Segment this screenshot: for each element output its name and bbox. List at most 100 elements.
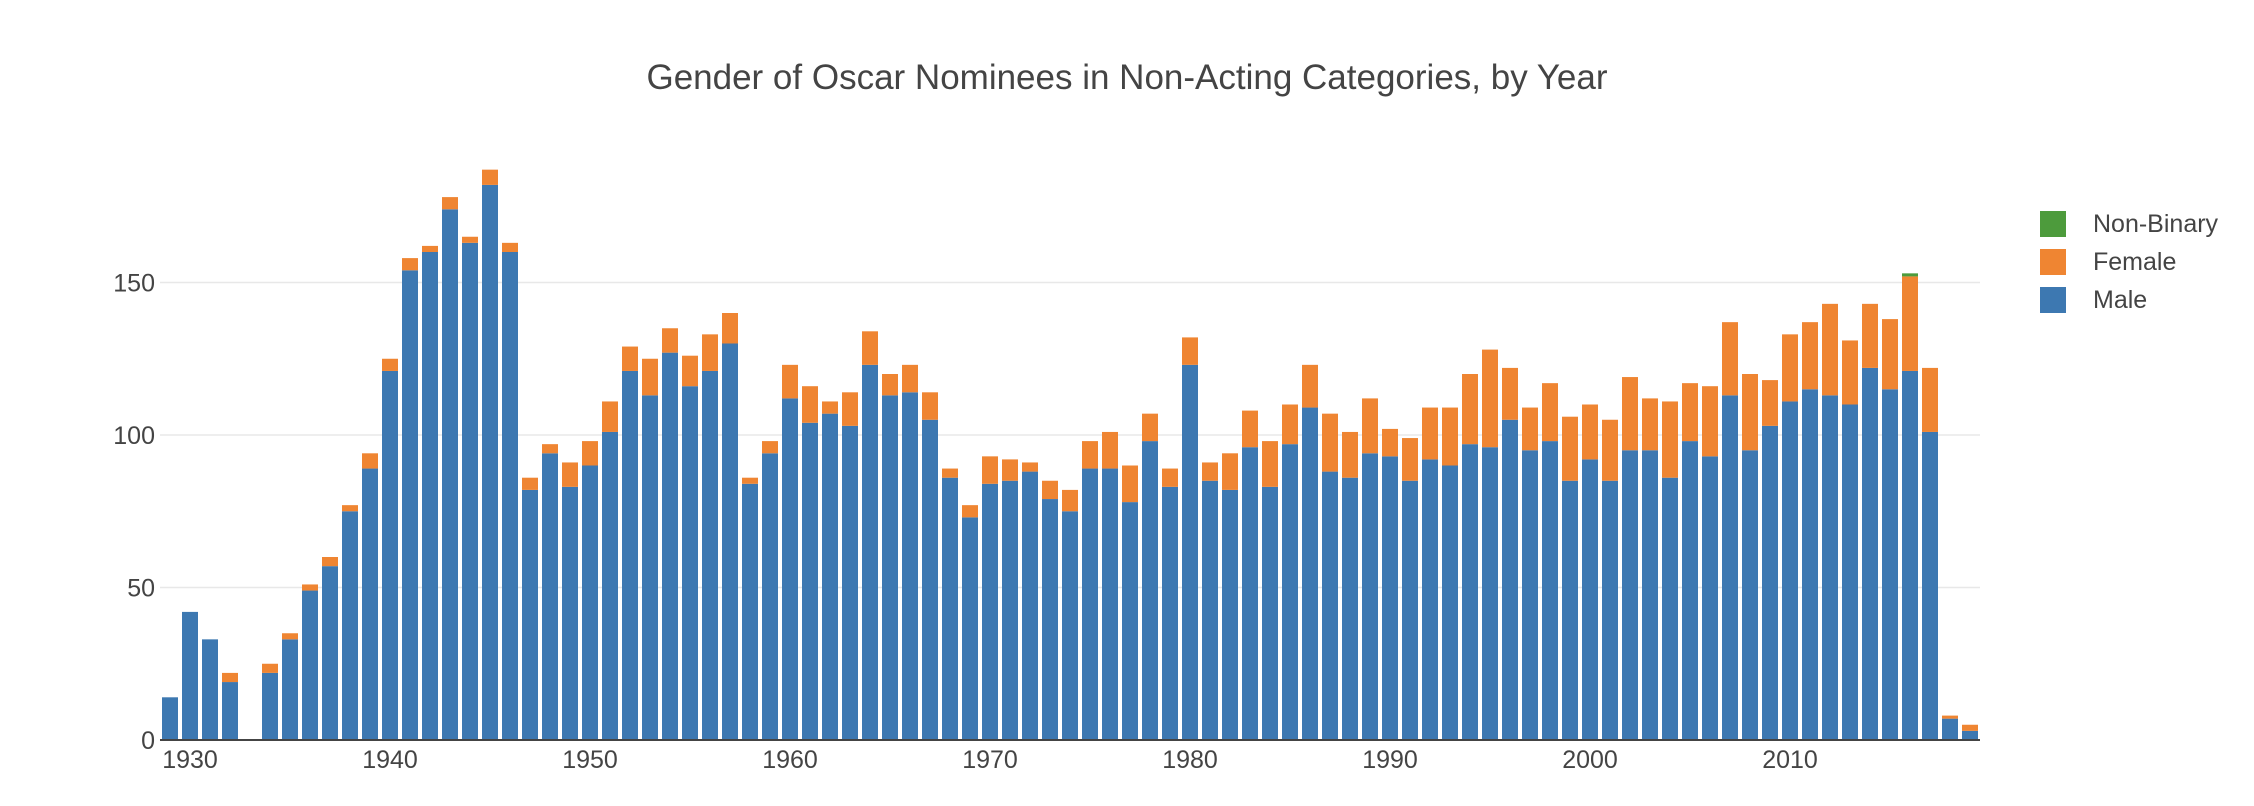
- bar-female-1965[interactable]: [882, 374, 898, 396]
- bar-male-1996[interactable]: [1502, 419, 1518, 740]
- bar-female-1997[interactable]: [1522, 407, 1538, 451]
- bar-female-1940[interactable]: [382, 358, 398, 371]
- bar-female-1994[interactable]: [1462, 374, 1478, 445]
- bar-female-2012[interactable]: [1822, 303, 1838, 396]
- bar-male-1971[interactable]: [1002, 480, 1018, 740]
- bar-female-1979[interactable]: [1162, 468, 1178, 487]
- bar-female-1978[interactable]: [1142, 413, 1158, 442]
- bar-female-1947[interactable]: [522, 477, 538, 490]
- bar-male-1943[interactable]: [442, 209, 458, 741]
- bar-female-2011[interactable]: [1802, 322, 1818, 390]
- bar-male-1929[interactable]: [162, 697, 178, 740]
- bar-male-1973[interactable]: [1042, 499, 1058, 740]
- bar-female-1999[interactable]: [1562, 416, 1578, 481]
- bar-female-1976[interactable]: [1102, 431, 1118, 469]
- bar-male-1993[interactable]: [1442, 465, 1458, 741]
- bar-female-1987[interactable]: [1322, 413, 1338, 472]
- bar-male-1981[interactable]: [1202, 480, 1218, 740]
- bar-male-1992[interactable]: [1422, 459, 1438, 740]
- bar-male-1994[interactable]: [1462, 444, 1478, 740]
- bar-male-1951[interactable]: [602, 431, 618, 740]
- bar-male-2017[interactable]: [1922, 431, 1938, 740]
- bar-female-1963[interactable]: [842, 392, 858, 426]
- bar-non-binary-2016[interactable]: [1902, 273, 1918, 277]
- bar-female-1984[interactable]: [1262, 441, 1278, 487]
- bar-female-1985[interactable]: [1282, 404, 1298, 445]
- bar-male-2012[interactable]: [1822, 395, 1838, 740]
- bar-female-1988[interactable]: [1342, 431, 1358, 478]
- bar-male-1934[interactable]: [262, 672, 278, 740]
- bar-male-1969[interactable]: [962, 517, 978, 740]
- bar-male-1962[interactable]: [822, 413, 838, 740]
- bar-female-1954[interactable]: [662, 328, 678, 353]
- bar-female-1990[interactable]: [1382, 428, 1398, 457]
- bar-male-1983[interactable]: [1242, 447, 1258, 740]
- bar-male-1955[interactable]: [682, 386, 698, 740]
- bar-female-1957[interactable]: [722, 313, 738, 344]
- bar-female-1956[interactable]: [702, 334, 718, 371]
- bar-female-2015[interactable]: [1882, 319, 1898, 390]
- bar-female-1974[interactable]: [1062, 489, 1078, 512]
- bar-male-1975[interactable]: [1082, 468, 1098, 740]
- bar-male-2005[interactable]: [1682, 441, 1698, 740]
- bar-female-1975[interactable]: [1082, 441, 1098, 469]
- bar-female-2000[interactable]: [1582, 404, 1598, 460]
- bar-male-2018[interactable]: [1942, 718, 1958, 740]
- bar-male-1952[interactable]: [622, 370, 638, 740]
- bar-male-1932[interactable]: [222, 682, 238, 740]
- bar-male-2016[interactable]: [1902, 370, 1918, 740]
- bar-female-2006[interactable]: [1702, 386, 1718, 457]
- bar-female-1971[interactable]: [1002, 459, 1018, 481]
- bar-female-2013[interactable]: [1842, 340, 1858, 405]
- bar-female-1932[interactable]: [222, 672, 238, 683]
- bar-male-1978[interactable]: [1142, 441, 1158, 740]
- bar-female-2001[interactable]: [1602, 419, 1618, 481]
- bar-male-1945[interactable]: [482, 184, 498, 740]
- bar-female-1966[interactable]: [902, 364, 918, 393]
- bar-male-1954[interactable]: [662, 352, 678, 740]
- bar-male-2015[interactable]: [1882, 389, 1898, 740]
- bar-female-1944[interactable]: [462, 236, 478, 243]
- bar-female-1948[interactable]: [542, 444, 558, 454]
- bar-male-1966[interactable]: [902, 392, 918, 740]
- bar-female-2007[interactable]: [1722, 322, 1738, 396]
- bar-male-1967[interactable]: [922, 419, 938, 740]
- bar-male-1959[interactable]: [762, 453, 778, 740]
- bar-male-1964[interactable]: [862, 364, 878, 740]
- bar-female-1968[interactable]: [942, 468, 958, 478]
- bar-male-2013[interactable]: [1842, 404, 1858, 741]
- bar-female-1964[interactable]: [862, 331, 878, 365]
- bar-female-1969[interactable]: [962, 505, 978, 518]
- bar-male-1977[interactable]: [1122, 502, 1138, 740]
- bar-male-2014[interactable]: [1862, 367, 1878, 740]
- bar-male-1941[interactable]: [402, 270, 418, 740]
- bar-male-1938[interactable]: [342, 511, 358, 740]
- bar-female-1950[interactable]: [582, 441, 598, 466]
- bar-female-2014[interactable]: [1862, 303, 1878, 368]
- bar-male-1970[interactable]: [982, 483, 998, 740]
- bar-female-1936[interactable]: [302, 584, 318, 591]
- bar-female-1937[interactable]: [322, 557, 338, 567]
- bar-female-1953[interactable]: [642, 358, 658, 396]
- bar-male-1972[interactable]: [1022, 471, 1038, 740]
- bar-male-1947[interactable]: [522, 489, 538, 740]
- bar-male-1982[interactable]: [1222, 489, 1238, 740]
- bar-male-1985[interactable]: [1282, 444, 1298, 740]
- bar-female-2019[interactable]: [1962, 724, 1978, 731]
- bar-male-1946[interactable]: [502, 252, 518, 740]
- bar-female-1980[interactable]: [1182, 337, 1198, 365]
- bar-male-2004[interactable]: [1662, 477, 1678, 740]
- bar-female-2004[interactable]: [1662, 401, 1678, 478]
- bar-male-2006[interactable]: [1702, 456, 1718, 740]
- bar-male-1949[interactable]: [562, 486, 578, 740]
- bar-female-1983[interactable]: [1242, 410, 1258, 448]
- bar-male-1963[interactable]: [842, 425, 858, 740]
- bar-female-1949[interactable]: [562, 462, 578, 487]
- bar-male-1974[interactable]: [1062, 511, 1078, 740]
- bar-female-1992[interactable]: [1422, 407, 1438, 460]
- bar-female-1935[interactable]: [282, 633, 298, 640]
- legend-item-female[interactable]: Female: [2040, 243, 2218, 281]
- bar-female-2018[interactable]: [1942, 715, 1958, 719]
- bar-male-2019[interactable]: [1962, 730, 1978, 740]
- bar-female-1938[interactable]: [342, 505, 358, 512]
